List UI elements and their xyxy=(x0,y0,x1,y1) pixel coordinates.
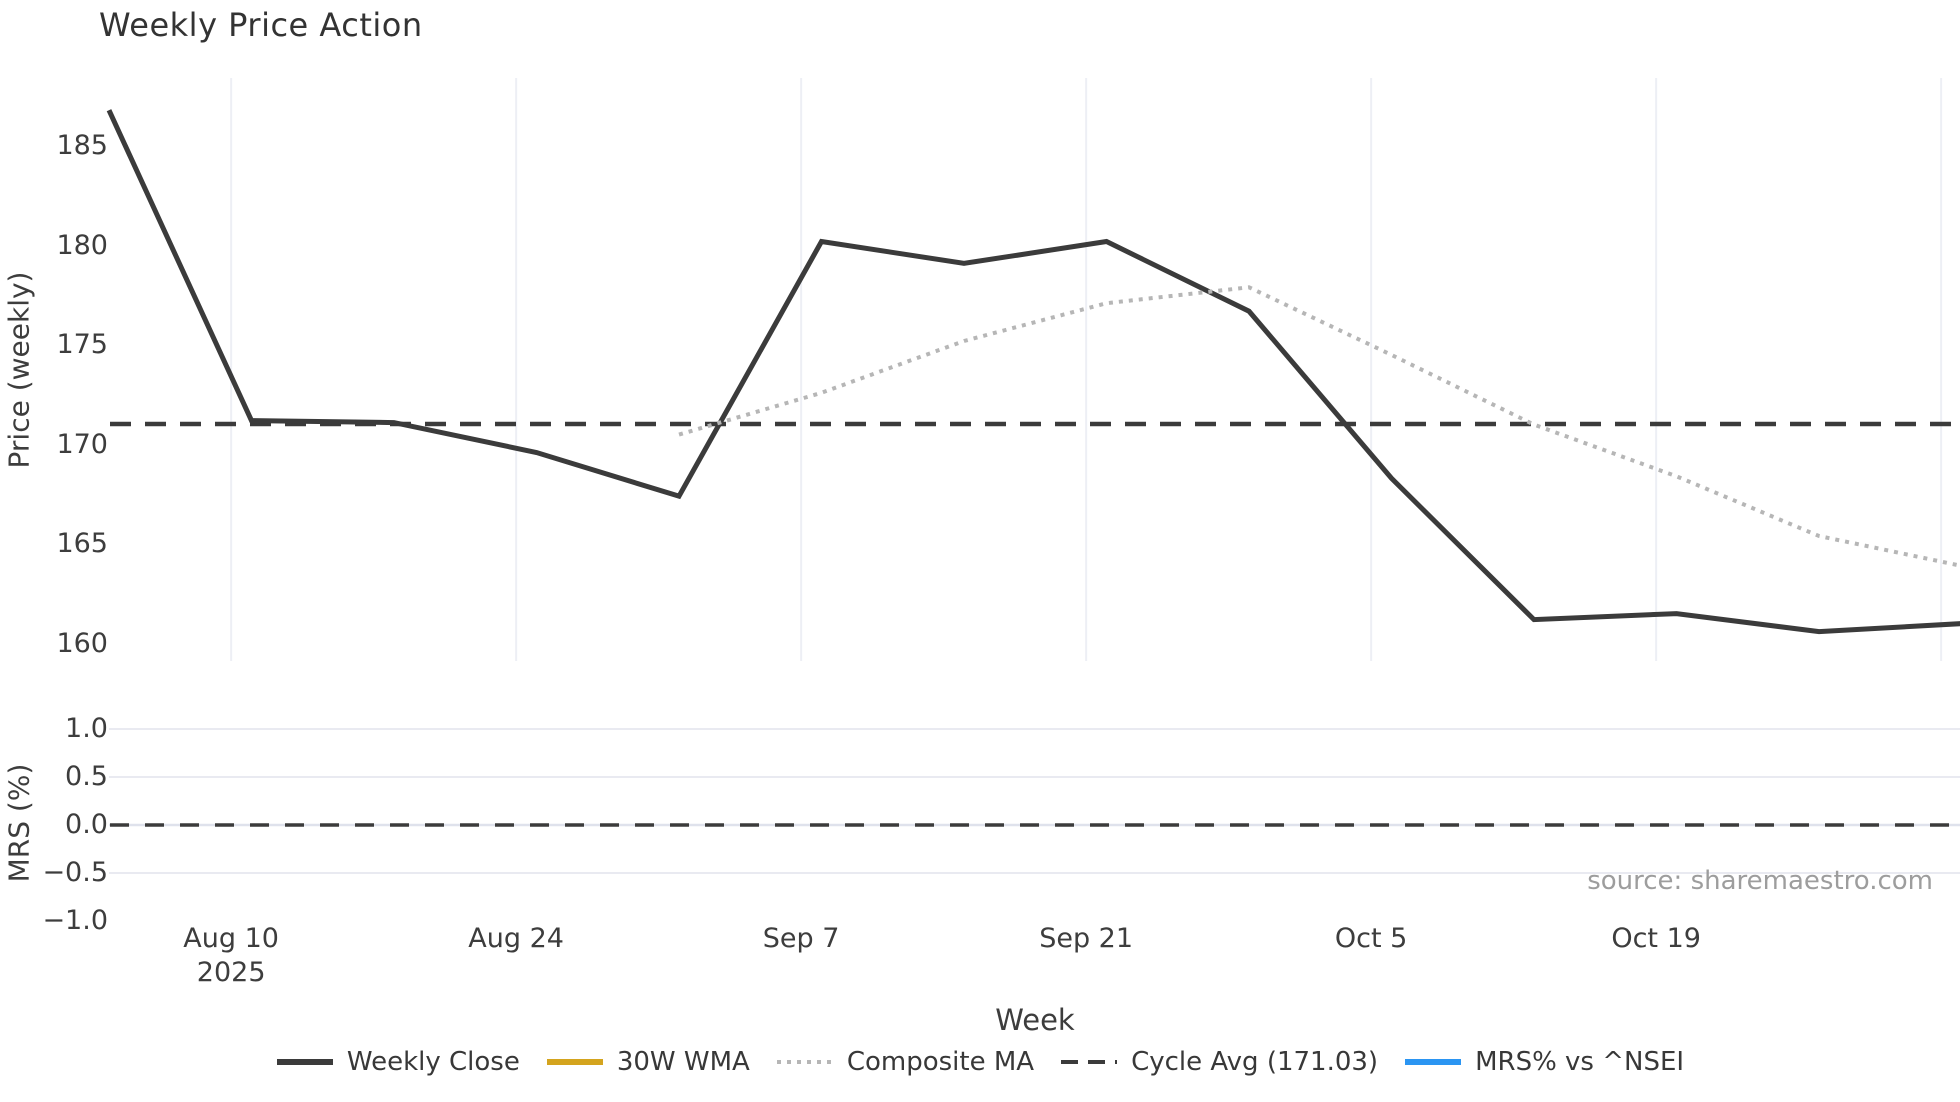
x-tick-label: Sep 21 xyxy=(1039,923,1134,954)
legend-label: Cycle Avg (171.03) xyxy=(1131,1047,1379,1077)
mrs-ytick-label: 0.5 xyxy=(65,761,108,792)
x-tick-year-label: 2025 xyxy=(196,957,266,988)
x-tick-label: Aug 10 xyxy=(183,923,279,954)
legend-swatch-solid-icon xyxy=(1405,1059,1462,1065)
legend-item: MRS% vs ^NSEI xyxy=(1404,1047,1684,1077)
legend-label: Weekly Close xyxy=(346,1047,520,1077)
legend-swatch-dashed-icon xyxy=(1061,1060,1118,1064)
legend-swatch-solid-icon xyxy=(276,1059,333,1065)
weekly-close-line xyxy=(106,109,1960,635)
legend-item: Composite MA xyxy=(776,1047,1034,1077)
mrs-ytick-label: 0.0 xyxy=(65,809,108,840)
chart-title: Weekly Price Action xyxy=(99,6,423,44)
price-ytick-label: 160 xyxy=(56,627,108,659)
legend-item: Weekly Close xyxy=(276,1047,520,1077)
price-ytick-label: 185 xyxy=(56,130,108,161)
legend-item: 30W WMA xyxy=(546,1047,750,1077)
price-ytick-label: 175 xyxy=(56,329,108,360)
mrs-ytick-label: 1.0 xyxy=(65,713,108,744)
mrs-ytick-label: −1.0 xyxy=(42,905,108,936)
x-tick-label: Aug 24 xyxy=(468,923,564,954)
x-tick-label: Sep 7 xyxy=(762,923,840,954)
legend-item: Cycle Avg (171.03) xyxy=(1060,1047,1378,1077)
composite-ma-line xyxy=(678,285,1960,568)
legend-swatch-dotted-icon xyxy=(776,1060,833,1064)
legend: Weekly Close 30W WMA Composite MA Cycle Avg… xyxy=(0,1040,1960,1084)
price-ytick-label: 165 xyxy=(56,528,108,559)
legend-label: Composite MA xyxy=(846,1047,1035,1077)
mrs-ytick-label: −0.5 xyxy=(42,857,108,888)
x-tick-label: Oct 19 xyxy=(1611,923,1701,954)
source-credit: source: sharemaestro.com xyxy=(1587,866,1933,896)
price-ytick-label: 180 xyxy=(56,229,108,261)
legend-swatch-solid-icon xyxy=(546,1059,603,1065)
price-ytick-label: 170 xyxy=(56,428,108,460)
x-axis-label: Week xyxy=(995,1003,1075,1037)
legend-label: 30W WMA xyxy=(616,1047,750,1077)
legend-label: MRS% vs ^NSEI xyxy=(1475,1047,1685,1077)
x-tick-label: Oct 5 xyxy=(1334,923,1408,954)
